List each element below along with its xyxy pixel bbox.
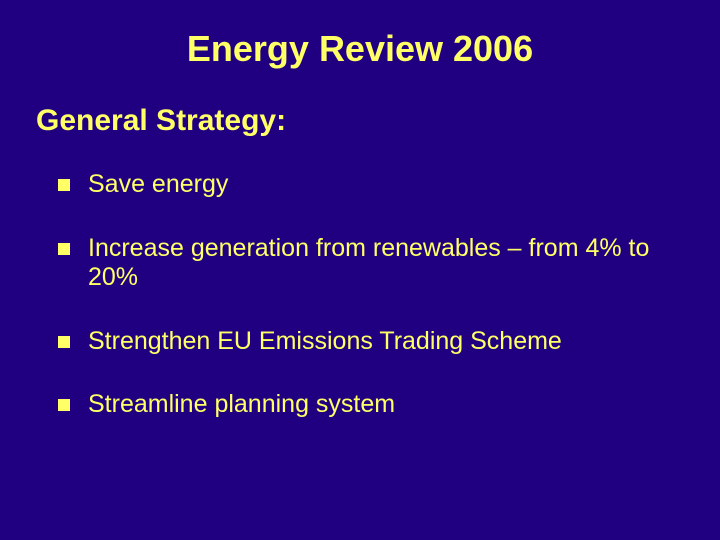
- list-item: Save energy: [58, 170, 684, 200]
- list-item: Increase generation from renewables – fr…: [58, 234, 684, 293]
- slide-subtitle: General Strategy:: [36, 104, 684, 138]
- list-item: Streamline planning system: [58, 390, 684, 420]
- slide-title: Energy Review 2006: [36, 28, 684, 70]
- list-item: Strengthen EU Emissions Trading Scheme: [58, 327, 684, 357]
- bullet-list: Save energy Increase generation from ren…: [36, 170, 684, 420]
